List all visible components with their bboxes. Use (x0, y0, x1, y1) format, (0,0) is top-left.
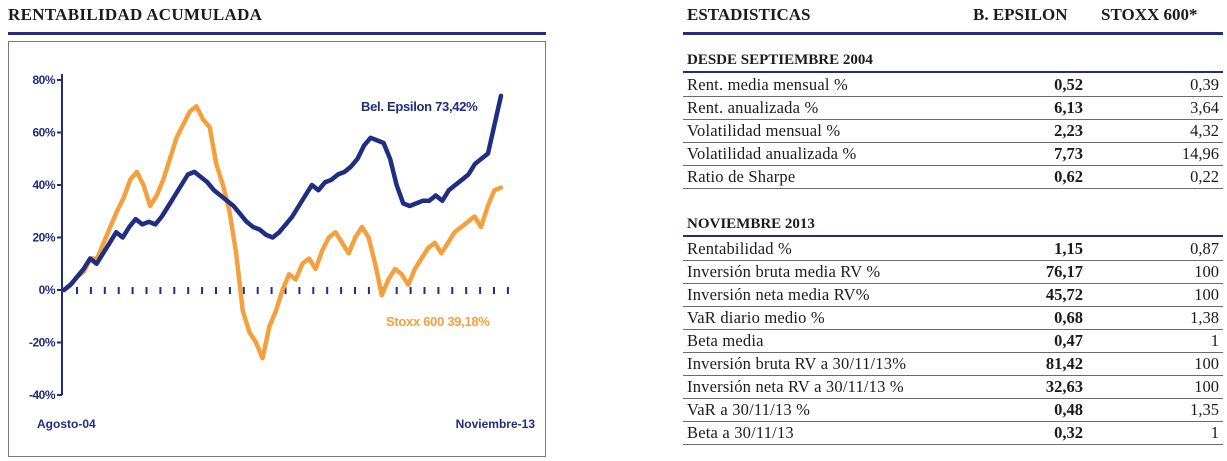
stats-row: Inversión bruta media RV % 76,17 100 (683, 261, 1223, 284)
stats-row-divider (683, 283, 1223, 284)
stats-row-divider (683, 421, 1223, 422)
stats-row-stoxx-value: 1,38 (1190, 308, 1219, 327)
stats-header-label: ESTADISTICAS (687, 5, 811, 24)
stats-row-label: Volatilidad anualizada % (687, 144, 857, 163)
stats-row-divider (683, 188, 1223, 189)
stats-row-label: Rent. anualizada % (687, 98, 819, 117)
stats-row-epsilon-value: 0,48 (1054, 400, 1083, 419)
stats-row-divider (683, 329, 1223, 330)
stats-row-divider (683, 96, 1223, 97)
chart-title: RENTABILIDAD ACUMULADA (8, 5, 263, 24)
section-since-2004: DESDE SEPTIEMBRE 2004 (687, 52, 873, 68)
stats-row: Beta media 0,47 1 (683, 330, 1223, 353)
stats-row-stoxx-value: 1,35 (1190, 400, 1219, 419)
stats-row: Inversión neta RV a 30/11/13 % 32,63 100 (683, 376, 1223, 399)
epsilon-series-line (61, 93, 504, 293)
stats-row: Volatilidad mensual % 2,23 4,32 (683, 120, 1223, 143)
stats-row-label: Rentabilidad % (687, 239, 792, 258)
stats-row-divider (683, 119, 1223, 120)
stats-row: Ratio de Sharpe 0,62 0,22 (683, 166, 1223, 189)
stats-row-divider (683, 352, 1223, 353)
epsilon-series-label: Bel. Epsilon 73,42% (361, 99, 478, 114)
stats-row-divider (683, 375, 1223, 376)
stats-row-label: Volatilidad mensual % (687, 121, 841, 140)
y-tick-label: 60% (32, 126, 55, 140)
y-tick-label: 80% (32, 73, 55, 87)
stats-row: Inversión neta media RV% 45,72 100 (683, 284, 1223, 307)
stats-row-epsilon-value: 2,23 (1054, 121, 1083, 140)
stats-row-divider (683, 260, 1223, 261)
stats-row-label: VaR diario medio % (687, 308, 825, 327)
section-nov-2013: NOVIEMBRE 2013 (687, 216, 815, 232)
y-tick-label: 20% (32, 231, 55, 245)
stats-row-label: Inversión bruta RV a 30/11/13% (687, 354, 907, 373)
stats-header-rule (683, 32, 1223, 35)
stats-row-stoxx-value: 4,32 (1190, 121, 1219, 140)
stats-row-stoxx-value: 100 (1194, 377, 1219, 396)
stats-row-stoxx-value: 0,87 (1190, 239, 1219, 258)
stats-row-epsilon-value: 7,73 (1054, 144, 1083, 163)
stats-row-epsilon-value: 0,47 (1054, 331, 1083, 350)
stats-row: Rent. anualizada % 6,13 3,64 (683, 97, 1223, 120)
stats-row: VaR diario medio % 0,68 1,38 (683, 307, 1223, 330)
stats-row-divider (683, 444, 1223, 445)
stats-row-epsilon-value: 45,72 (1045, 285, 1083, 304)
stats-row-epsilon-value: 0,62 (1054, 167, 1083, 186)
stats-row-stoxx-value: 1 (1210, 331, 1219, 350)
stats-row-epsilon-value: 32,63 (1045, 377, 1083, 396)
stats-row-epsilon-value: 6,13 (1054, 98, 1083, 117)
stats-row: Rent. media mensual % 0,52 0,39 (683, 74, 1223, 97)
stats-row-epsilon-value: 0,68 (1054, 308, 1083, 327)
stats-row-stoxx-value: 1 (1210, 423, 1219, 442)
stats-row-label: Ratio de Sharpe (687, 167, 796, 186)
y-tick-label: 40% (32, 178, 55, 192)
x-end-label: Noviembre-13 (456, 417, 536, 431)
stats-row-label: Beta a 30/11/13 (687, 423, 794, 442)
stats-row-epsilon-value: 1,15 (1054, 239, 1083, 258)
stoxx-series-line (61, 104, 504, 361)
stats-col-epsilon: B. EPSILON (973, 5, 1068, 24)
stats-row: VaR a 30/11/13 % 0,48 1,35 (683, 399, 1223, 422)
stats-row-stoxx-value: 100 (1194, 285, 1219, 304)
y-tick-label: 0% (39, 283, 56, 297)
stats-row: Beta a 30/11/13 0,32 1 (683, 422, 1223, 445)
stats-row-label: Inversión bruta media RV % (687, 262, 881, 281)
stats-row-divider (683, 306, 1223, 307)
stats-row-epsilon-value: 76,17 (1045, 262, 1083, 281)
stats-row-epsilon-value: 0,52 (1054, 75, 1083, 94)
title-rule (8, 32, 546, 35)
section1-rule (683, 71, 1223, 73)
stats-row-stoxx-value: 100 (1194, 354, 1219, 373)
stats-row-stoxx-value: 14,96 (1181, 144, 1219, 163)
stats-row: Inversión bruta RV a 30/11/13% 81,42 100 (683, 353, 1223, 376)
stats-row-divider (683, 165, 1223, 166)
stats-row: Rentabilidad % 1,15 0,87 (683, 238, 1223, 261)
stats-row-divider (683, 142, 1223, 143)
y-tick-label: -40% (29, 388, 56, 402)
stats-row-stoxx-value: 100 (1194, 262, 1219, 281)
stats-row-label: Inversión neta RV a 30/11/13 % (687, 377, 904, 396)
stats-row-label: Beta media (687, 331, 764, 350)
x-start-label: Agosto-04 (37, 417, 96, 431)
stats-row-label: VaR a 30/11/13 % (687, 400, 811, 419)
chart-panel: 80% 60% 40% 20% 0% -20% -40% Agosto-04 Noviembre… (8, 41, 546, 457)
stats-row-divider (683, 398, 1223, 399)
stoxx-series-label: Stoxx 600 39,18% (386, 314, 490, 329)
stats-row-label: Inversión neta media RV% (687, 285, 870, 304)
section2-rule (683, 235, 1223, 237)
y-tick-label: -20% (29, 336, 56, 350)
stats-col-stoxx: STOXX 600* (1101, 5, 1198, 24)
stats-row-epsilon-value: 81,42 (1045, 354, 1083, 373)
cumulative-return-chart: 80% 60% 40% 20% 0% -20% -40% Agosto-04 Noviembre… (29, 73, 536, 431)
stats-row: Volatilidad anualizada % 7,73 14,96 (683, 143, 1223, 166)
stats-row-stoxx-value: 0,39 (1190, 75, 1219, 94)
stats-row-stoxx-value: 3,64 (1190, 98, 1219, 117)
stats-row-epsilon-value: 0,32 (1054, 423, 1083, 442)
stats-row-stoxx-value: 0,22 (1190, 167, 1219, 186)
stats-row-label: Rent. media mensual % (687, 75, 848, 94)
